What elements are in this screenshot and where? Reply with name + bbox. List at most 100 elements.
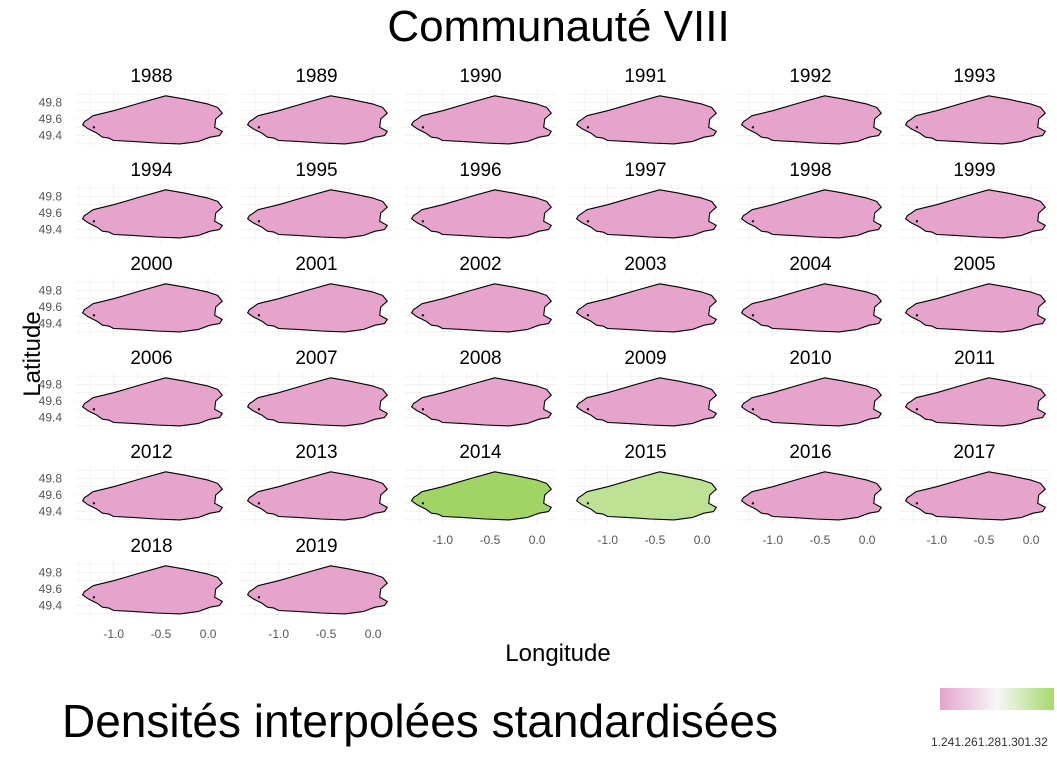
region-shape-1990 bbox=[411, 95, 552, 145]
region-shape-2007 bbox=[247, 377, 388, 427]
facet-panel-1992: 1992 bbox=[735, 66, 886, 148]
x-tick-label: 0.0 bbox=[529, 533, 546, 547]
island-point bbox=[915, 220, 919, 223]
facet-title: 2019 bbox=[295, 536, 337, 557]
y-tick-label: 49.8 bbox=[39, 471, 63, 485]
x-tick-label: -1.0 bbox=[597, 533, 618, 547]
facet-panel-1994: 1994 49.4 49.6 49.8 bbox=[39, 160, 227, 242]
facet-title: 2014 bbox=[459, 442, 502, 463]
facet-title: 2002 bbox=[459, 254, 501, 275]
facet-panel-2019: 2019 -1.0 -0.5 0.0 bbox=[241, 536, 392, 641]
region-shape-1997 bbox=[576, 189, 717, 239]
facet-panel-2012: 2012 49.4 49.6 49.8 bbox=[39, 442, 227, 524]
facet-panel-1991: 1991 bbox=[570, 66, 721, 148]
facet-title: 1999 bbox=[953, 160, 995, 181]
facet-title: 2005 bbox=[953, 254, 995, 275]
facet-title: 2017 bbox=[953, 442, 995, 463]
island-point bbox=[421, 502, 425, 505]
facet-title: 2018 bbox=[130, 536, 172, 557]
facet-title: 1994 bbox=[130, 160, 173, 181]
x-tick-label: 0.0 bbox=[694, 533, 711, 547]
facet-panel-1999: 1999 bbox=[899, 160, 1050, 242]
island-point bbox=[915, 502, 919, 505]
facet-panel-1996: 1996 bbox=[405, 160, 556, 242]
y-tick-label: 49.6 bbox=[39, 582, 63, 596]
facet-panel-1997: 1997 bbox=[570, 160, 721, 242]
region-shape-2009 bbox=[576, 377, 717, 427]
island-point bbox=[751, 314, 755, 317]
island-point bbox=[257, 126, 261, 129]
region-shape-2013 bbox=[247, 471, 388, 521]
y-tick-label: 49.4 bbox=[39, 317, 63, 331]
facet-panel-1988: 1988 49.4 49.6 49.8 bbox=[39, 66, 227, 148]
region-shape-2004 bbox=[741, 283, 882, 333]
legend-tick-labels: 1.241.261.281.301.32 bbox=[931, 735, 1048, 749]
region-shape-2001 bbox=[247, 283, 388, 333]
y-tick-label: 49.4 bbox=[39, 599, 63, 613]
region-shape-2002 bbox=[411, 283, 552, 333]
facet-panel-2018: 2018 49.4 49.6 49.8 -1.0 -0.5 0.0 bbox=[39, 536, 227, 641]
region-shape-2017 bbox=[905, 471, 1046, 521]
x-tick-label: -1.0 bbox=[432, 533, 453, 547]
x-tick-label: 0.0 bbox=[1023, 533, 1040, 547]
facet-panel-2009: 2009 bbox=[570, 348, 721, 430]
facet-panel-2006: 2006 49.4 49.6 49.8 bbox=[39, 348, 227, 430]
facet-panel-1998: 1998 bbox=[735, 160, 886, 242]
facet-panel-2004: 2004 bbox=[735, 254, 886, 336]
facet-panel-2002: 2002 bbox=[405, 254, 556, 336]
island-point bbox=[257, 220, 261, 223]
y-tick-label: 49.4 bbox=[39, 129, 63, 143]
facet-panel-1990: 1990 bbox=[405, 66, 556, 148]
region-shape-1994 bbox=[82, 189, 223, 239]
facet-panel-2015: 2015 -1.0 -0.5 0.0 bbox=[570, 442, 721, 547]
region-shape-1993 bbox=[905, 95, 1046, 145]
x-tick-label: 0.0 bbox=[859, 533, 876, 547]
region-shape-2014 bbox=[411, 471, 552, 521]
facet-title: 1993 bbox=[953, 66, 995, 87]
x-tick-label: -0.5 bbox=[316, 627, 337, 641]
x-tick-label: -0.5 bbox=[810, 533, 831, 547]
island-point bbox=[915, 126, 919, 129]
facet-title: 1991 bbox=[624, 66, 666, 87]
island-point bbox=[586, 126, 590, 129]
y-axis-label: Latitude bbox=[19, 311, 46, 397]
facet-title: 2011 bbox=[954, 348, 995, 369]
facet-panel-2017: 2017 -1.0 -0.5 0.0 bbox=[899, 442, 1050, 547]
facet-panel-1995: 1995 bbox=[241, 160, 392, 242]
region-shape-2018 bbox=[82, 565, 223, 615]
island-point bbox=[751, 502, 755, 505]
island-point bbox=[257, 408, 261, 411]
legend-colorbar bbox=[940, 688, 1054, 710]
x-tick-label: -0.5 bbox=[645, 533, 666, 547]
region-shape-2019 bbox=[247, 565, 388, 615]
facet-title: 1998 bbox=[789, 160, 831, 181]
y-tick-label: 49.4 bbox=[39, 505, 63, 519]
facet-title: 1988 bbox=[130, 66, 172, 87]
region-shape-2011 bbox=[905, 377, 1046, 427]
island-point bbox=[586, 502, 590, 505]
x-tick-label: 0.0 bbox=[200, 627, 217, 641]
y-tick-label: 49.6 bbox=[39, 206, 63, 220]
island-point bbox=[92, 408, 96, 411]
facet-panel-1989: 1989 bbox=[241, 66, 392, 148]
y-tick-label: 49.6 bbox=[39, 394, 63, 408]
facet-title: 2008 bbox=[459, 348, 501, 369]
region-shape-2012 bbox=[82, 471, 223, 521]
x-tick-label: -0.5 bbox=[151, 627, 172, 641]
island-point bbox=[751, 408, 755, 411]
facet-title: 2004 bbox=[789, 254, 832, 275]
facet-title: 1989 bbox=[295, 66, 337, 87]
region-shape-1999 bbox=[905, 189, 1046, 239]
region-shape-2016 bbox=[741, 471, 882, 521]
facet-panel-2003: 2003 bbox=[570, 254, 721, 336]
island-point bbox=[751, 126, 755, 129]
island-point bbox=[257, 502, 261, 505]
y-tick-label: 49.8 bbox=[39, 377, 63, 391]
facet-title: 1990 bbox=[459, 66, 501, 87]
x-tick-label: -1.0 bbox=[926, 533, 947, 547]
region-shape-1996 bbox=[411, 189, 552, 239]
island-point bbox=[92, 220, 96, 223]
x-tick-label: -0.5 bbox=[974, 533, 995, 547]
y-tick-label: 49.4 bbox=[39, 411, 63, 425]
y-tick-label: 49.6 bbox=[39, 112, 63, 126]
